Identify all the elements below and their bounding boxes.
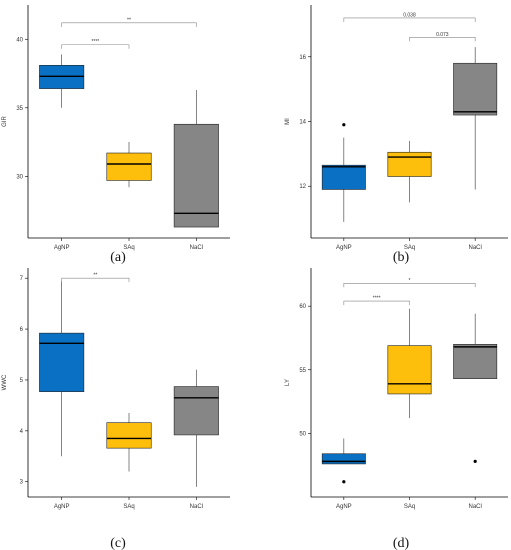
y-tick-label: 16 (299, 55, 306, 61)
box-saq (387, 140, 432, 203)
x-tick-label: SAq (123, 504, 134, 510)
box-body (453, 344, 498, 379)
y-axis-label: GIR (2, 116, 8, 127)
box-body (321, 453, 366, 465)
y-tick-label: 6 (20, 327, 24, 333)
x-tick-label: NaCl (190, 245, 203, 251)
x-tick-label: SAq (123, 245, 134, 251)
box-body (173, 123, 219, 228)
box-agnp (39, 54, 85, 108)
panel-b-plot: MI 12 14 16 AgNP SAq NaCl 0.073 0.038 (285, 5, 508, 251)
box-body (106, 422, 152, 449)
y-tick-label: 7 (20, 276, 24, 282)
panel-c-label: (c) (110, 536, 126, 550)
box-body (173, 386, 219, 436)
y-tick-label: 14 (299, 120, 306, 126)
y-tick-label: 55 (299, 368, 306, 374)
box-body (453, 62, 498, 116)
x-tick-label: SAq (404, 245, 415, 251)
x-tick-label: NaCl (468, 504, 481, 510)
bracket-line (61, 277, 130, 283)
box-nacl (173, 89, 219, 228)
y-tick-label: 5 (20, 378, 24, 384)
outlier-point (473, 459, 477, 463)
x-tick-label: NaCl (468, 245, 481, 251)
bracket-line (343, 282, 476, 288)
box-nacl (453, 313, 498, 463)
box-body (39, 332, 85, 392)
bracket-label: 0.073 (436, 32, 449, 38)
panel-b: MI 12 14 16 AgNP SAq NaCl 0.073 0.038 (b) (285, 5, 508, 265)
x-tick-label: SAq (404, 504, 415, 510)
box-saq (387, 308, 432, 419)
bracket-line (343, 300, 410, 306)
box-body (387, 345, 432, 395)
y-tick-label: 40 (16, 37, 23, 43)
box-agnp (39, 280, 85, 457)
y-tick-label: 30 (16, 174, 23, 180)
y-axis-label: WWC (2, 374, 8, 390)
y-axis-label: MI (285, 118, 291, 125)
y-tick-label: 60 (299, 304, 306, 310)
bracket-label: * (409, 278, 411, 284)
y-tick-label: 4 (20, 429, 24, 435)
box-nacl (173, 369, 219, 487)
bracket-line (61, 22, 197, 27)
x-tick-label: AgNP (54, 504, 70, 510)
box-body (321, 164, 366, 190)
outlier-point (342, 480, 346, 484)
panel-a-label: (a) (110, 250, 126, 265)
significance-bracket: **** (343, 296, 410, 306)
y-axis-label: LY (285, 379, 291, 386)
significance-bracket: 0.038 (343, 12, 476, 22)
outlier-point (342, 123, 346, 127)
x-tick-label: NaCl (190, 504, 203, 510)
bracket-line (409, 37, 476, 42)
box-agnp (321, 123, 366, 222)
significance-bracket: **** (61, 39, 130, 49)
bracket-label: **** (91, 39, 99, 45)
bracket-label: ** (127, 17, 131, 23)
significance-bracket: ** (61, 273, 130, 283)
panel-c: WWC 3 4 5 6 7 AgNP SAq NaCl ** (c) (2, 268, 230, 550)
box-saq (106, 142, 152, 188)
panel-b-label: (b) (393, 250, 410, 265)
x-tick-label: AgNP (336, 504, 352, 510)
box-body (387, 151, 432, 177)
bracket-label: **** (373, 296, 381, 302)
box-nacl (453, 47, 498, 190)
bracket-line (343, 17, 476, 22)
y-tick-label: 3 (20, 480, 24, 486)
bracket-line (61, 44, 130, 49)
y-tick-label: 50 (299, 431, 306, 437)
x-tick-label: AgNP (54, 245, 70, 251)
bracket-label: 0.038 (403, 12, 416, 18)
significance-bracket: ** (61, 17, 197, 27)
x-tick-label: AgNP (336, 245, 352, 251)
y-tick-label: 12 (299, 184, 306, 190)
bracket-label: ** (93, 273, 97, 279)
panel-c-plot: WWC 3 4 5 6 7 AgNP SAq NaCl ** (2, 268, 230, 510)
significance-bracket: * (343, 278, 476, 288)
box-body (106, 152, 152, 181)
significance-bracket: 0.073 (409, 32, 476, 42)
panel-d-label: (d) (393, 536, 410, 550)
box-saq (106, 413, 152, 472)
box-agnp (321, 438, 366, 484)
y-tick-label: 35 (16, 106, 23, 112)
